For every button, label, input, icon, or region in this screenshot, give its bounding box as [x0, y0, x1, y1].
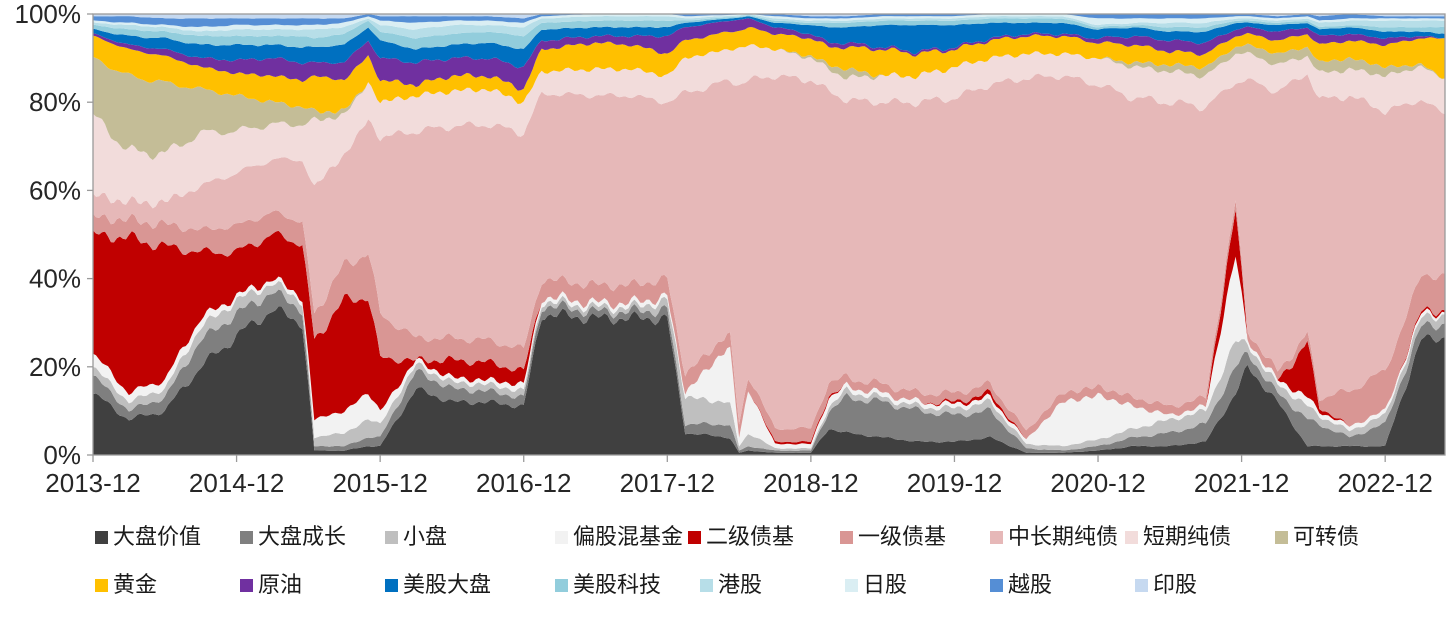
x-tick-label: 2015-12 — [332, 468, 427, 498]
x-tick-label: 2016-12 — [476, 468, 571, 498]
area-大盘价值 — [93, 306, 1445, 455]
area-越股 — [93, 14, 1445, 27]
area-二级债基 — [93, 209, 1445, 445]
area-偏股混基金 — [93, 256, 1445, 449]
area-日股 — [93, 14, 1445, 32]
x-tick-label: 2014-12 — [189, 468, 284, 498]
area-大盘成长 — [93, 289, 1445, 453]
plot-border — [92, 13, 1446, 456]
x-tick-label: 2020-12 — [1050, 468, 1145, 498]
y-tick-label: 60% — [29, 175, 81, 205]
x-tick-label: 2013-12 — [45, 468, 140, 498]
x-tick-label: 2021-12 — [1194, 468, 1289, 498]
area-港股 — [93, 14, 1445, 39]
x-tick-label: 2022-12 — [1337, 468, 1432, 498]
area-短期纯债 — [93, 44, 1445, 209]
area-黄金 — [93, 27, 1445, 114]
y-tick-label: 20% — [29, 352, 81, 382]
area-印股 — [93, 14, 1445, 19]
y-tick-label: 0% — [43, 440, 81, 470]
area-美股科技 — [93, 15, 1445, 50]
x-tick-label: 2019-12 — [907, 468, 1002, 498]
y-tick-label: 80% — [29, 87, 81, 117]
area-可转债 — [93, 43, 1445, 160]
y-tick-label: 100% — [15, 0, 82, 29]
y-tick-label: 40% — [29, 264, 81, 294]
area-中长期纯债 — [93, 73, 1445, 431]
x-tick-label: 2017-12 — [620, 468, 715, 498]
area-美股大盘 — [93, 16, 1445, 69]
area-原油 — [93, 18, 1445, 91]
x-tick-label: 2018-12 — [763, 468, 858, 498]
